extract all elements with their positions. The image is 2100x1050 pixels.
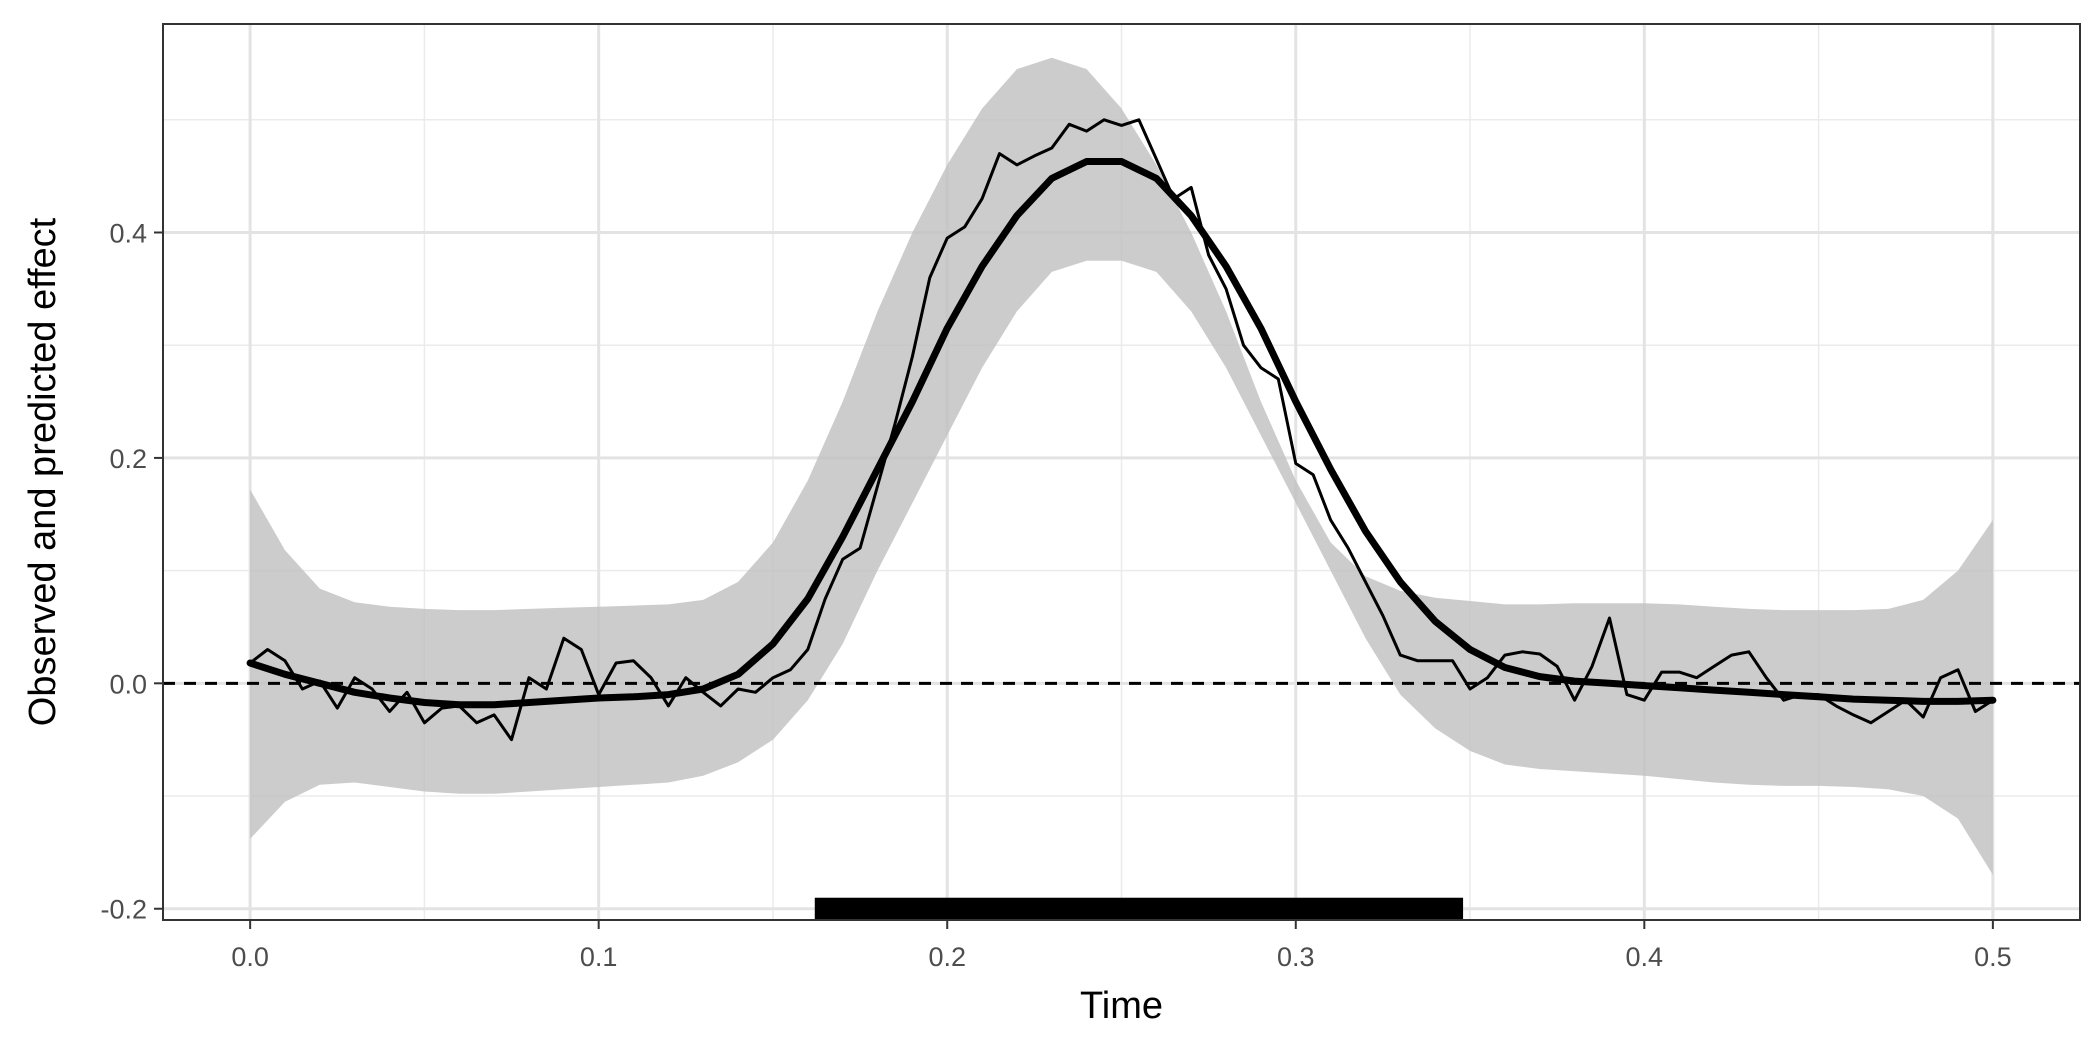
plot-border — [162, 23, 2081, 921]
observed-series-line — [249, 118, 1994, 742]
x-axis-title: Time — [1080, 985, 1163, 1027]
x-tick-label: 0.1 — [580, 942, 618, 972]
predicted-series-line — [246, 158, 1997, 709]
y-tick-label: 0.2 — [109, 444, 147, 474]
confidence-band — [250, 57, 1993, 875]
x-axis: 0.0 0.1 0.2 0.3 0.4 0.5 — [231, 920, 2012, 972]
x-tick-label: 0.2 — [928, 942, 966, 972]
x-tick-label: 0.3 — [1277, 942, 1315, 972]
y-axis: -0.2 0.0 0.2 0.4 — [100, 219, 163, 925]
x-tick-label: 0.0 — [231, 942, 269, 972]
significance-bar — [814, 897, 1464, 920]
y-tick-label: 0.4 — [109, 219, 147, 249]
x-tick-label: 0.4 — [1626, 942, 1664, 972]
y-tick-label: 0.0 — [109, 669, 147, 699]
x-tick-label: 0.5 — [1974, 942, 2012, 972]
y-axis-title: Observed and predicted effect — [22, 217, 64, 726]
y-tick-label: -0.2 — [100, 895, 147, 925]
